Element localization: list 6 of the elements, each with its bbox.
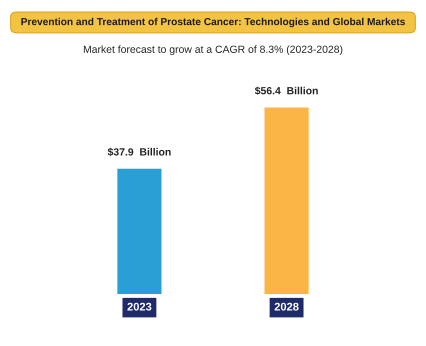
chart-subtitle: Market forecast to grow at a CAGR of 8.3% (2023-2028) — [84, 45, 342, 56]
x-tick-label: 2023 — [127, 302, 152, 311]
data-label: $37.9 Billion — [108, 148, 171, 156]
chart-title: Prevention and Treatment of Prostate Cancer: Technologies and Global Markets — [21, 18, 405, 28]
data-label: $56.4 Billion — [254, 86, 318, 96]
x-tick-label: 2028 — [274, 302, 299, 311]
